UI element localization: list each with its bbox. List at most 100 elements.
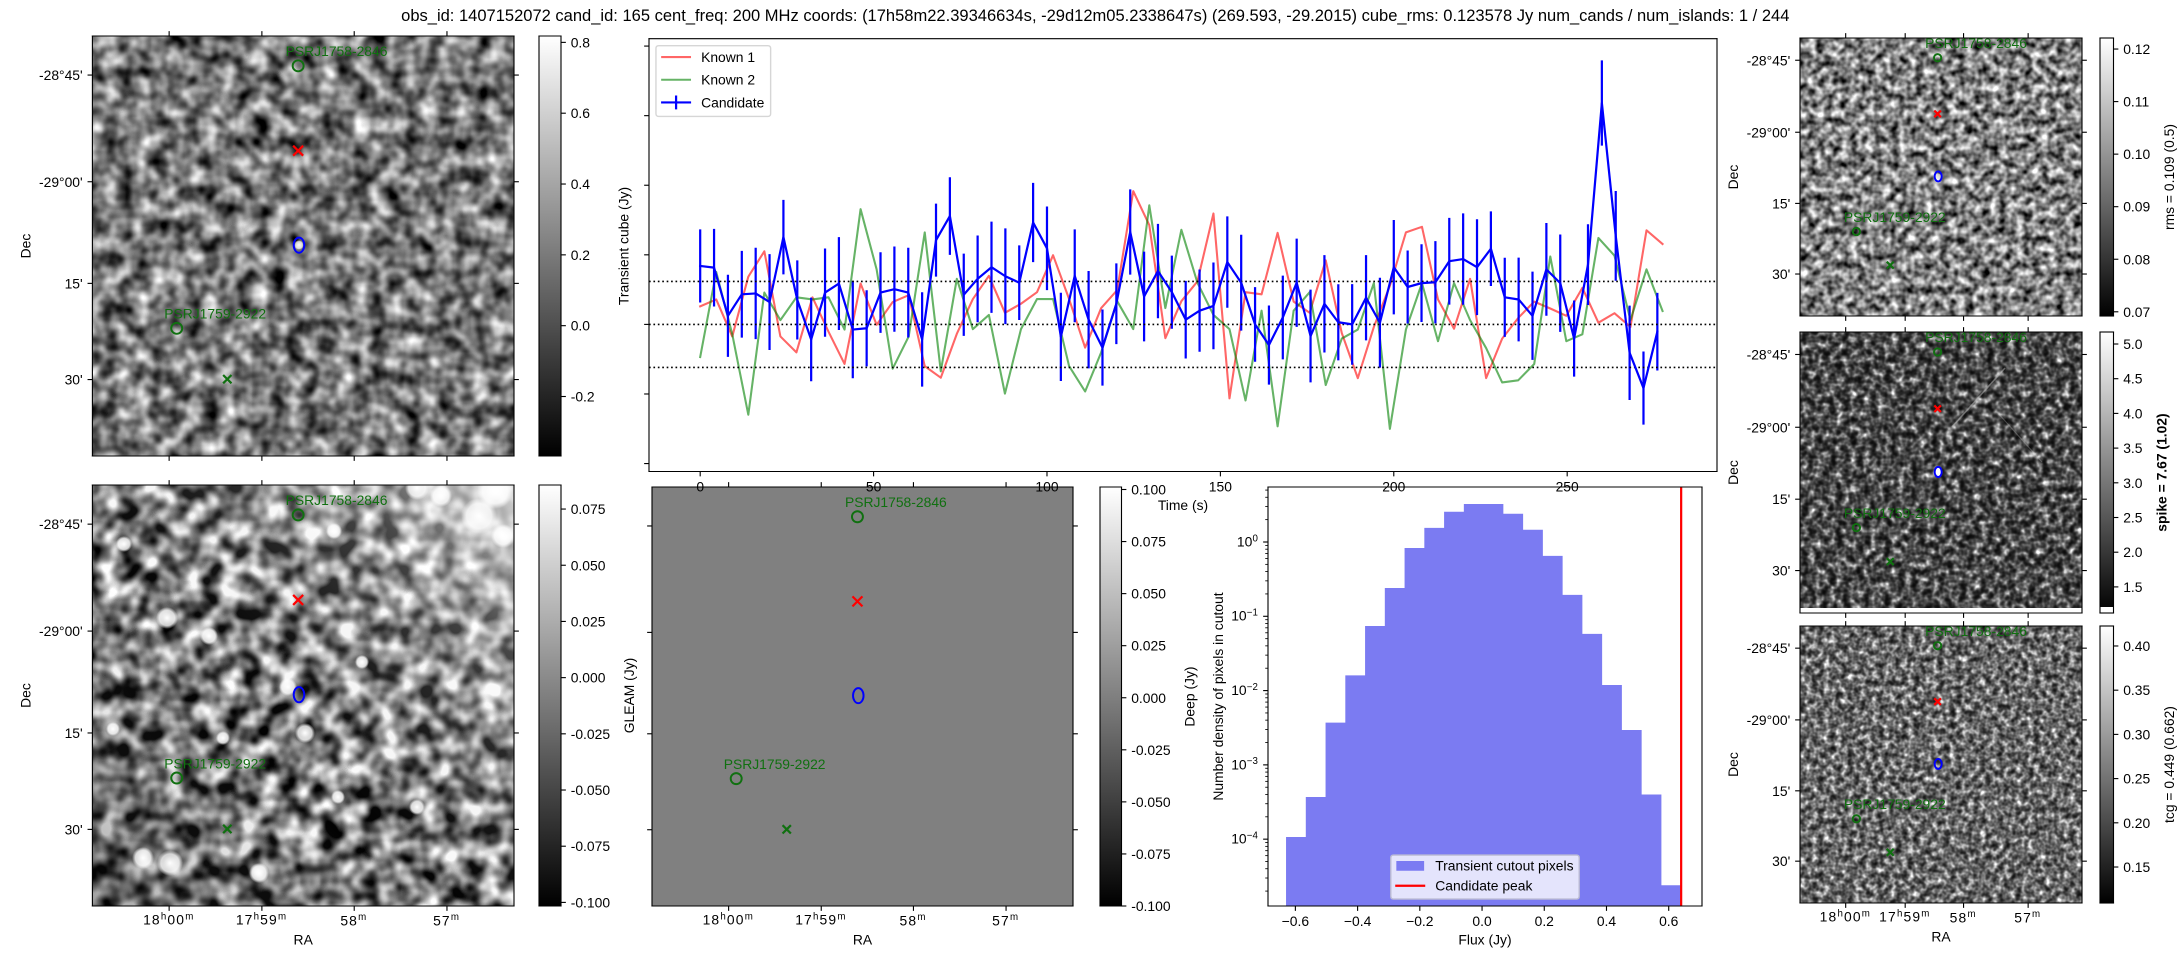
svg-text:0.4: 0.4 <box>1597 913 1617 929</box>
svg-text:0.2: 0.2 <box>571 247 591 263</box>
svg-text:PSRJ1759-2922: PSRJ1759-2922 <box>724 756 826 772</box>
svg-text:5 8 m: 5 8 m <box>340 905 366 930</box>
svg-text:PSRJ1758-2846: PSRJ1758-2846 <box>1925 623 2027 639</box>
svg-text:Number density of pixels in cu: Number density of pixels in cutout <box>1210 592 1226 800</box>
svg-text:0.0: 0.0 <box>571 318 591 334</box>
svg-text:Time (s): Time (s) <box>1158 497 1208 513</box>
svg-text:-29°00': -29°00' <box>1747 419 1791 435</box>
svg-text:RA: RA <box>1931 928 1951 944</box>
svg-text:-28°45': -28°45' <box>39 67 83 83</box>
svg-text:2.0: 2.0 <box>2123 544 2143 560</box>
svg-text:Deep (Jy): Deep (Jy) <box>1182 666 1198 726</box>
svg-text:-29°00': -29°00' <box>1747 712 1791 728</box>
svg-text:−0.6: −0.6 <box>1282 913 1310 929</box>
svg-text:RA: RA <box>853 931 873 947</box>
svg-text:GLEAM (Jy): GLEAM (Jy) <box>621 658 637 734</box>
svg-text:spike = 7.67 (1.02): spike = 7.67 (1.02) <box>2153 413 2169 531</box>
svg-text:PSRJ1758-2846: PSRJ1758-2846 <box>1925 35 2027 51</box>
svg-text:2.5: 2.5 <box>2123 510 2143 526</box>
svg-text:PSRJ1759-2922: PSRJ1759-2922 <box>1844 505 1946 521</box>
svg-text:1.5: 1.5 <box>2123 579 2143 595</box>
svg-text:Known 1: Known 1 <box>701 49 755 65</box>
svg-text:1 8 0: 1 8 0 0 h m <box>143 899 193 929</box>
svg-text:Flux (Jy): Flux (Jy) <box>1458 931 1511 947</box>
svg-text:rms = 0.109 (0.5): rms = 0.109 (0.5) <box>2161 124 2177 230</box>
svg-text:1 8 0: 1 8 0 0 h m <box>1820 896 1870 926</box>
svg-text:3.0: 3.0 <box>2123 475 2143 491</box>
svg-text:5 8 m: 5 8 m <box>900 905 926 930</box>
svg-text:1 7 5: 1 7 5 9 h m <box>236 899 286 929</box>
svg-text:Transient cube (Jy): Transient cube (Jy) <box>615 187 631 305</box>
svg-text:5.0: 5.0 <box>2123 336 2143 352</box>
svg-text:3.5: 3.5 <box>2123 440 2143 456</box>
svg-text:250: 250 <box>1556 478 1579 494</box>
svg-text:0.20: 0.20 <box>2123 815 2150 831</box>
svg-text:obs_id: 1407152072 cand_id: 16: obs_id: 1407152072 cand_id: 165 cent_fre… <box>401 6 1789 25</box>
svg-text:0.30: 0.30 <box>2123 726 2150 742</box>
svg-text:30': 30' <box>1772 853 1790 869</box>
svg-text:50: 50 <box>866 478 882 494</box>
svg-text:0.4: 0.4 <box>571 176 591 192</box>
svg-text:0.050: 0.050 <box>571 557 606 573</box>
svg-text:-0.025: -0.025 <box>571 726 611 742</box>
svg-text:Candidate peak: Candidate peak <box>1435 878 1532 894</box>
svg-text:5 7 m: 5 7 m <box>992 905 1018 930</box>
svg-text:0.100: 0.100 <box>1131 482 1166 498</box>
svg-text:0.000: 0.000 <box>571 670 606 686</box>
svg-text:-0.100: -0.100 <box>1131 898 1171 914</box>
svg-text:-29°00': -29°00' <box>39 174 83 190</box>
svg-text:Dec: Dec <box>1725 460 1741 485</box>
svg-text:-0.075: -0.075 <box>1131 846 1171 862</box>
svg-text:-0.050: -0.050 <box>571 782 611 798</box>
svg-text:0.2: 0.2 <box>1535 913 1555 929</box>
svg-text:5 8 m: 5 8 m <box>1950 902 1976 927</box>
svg-text:-0.025: -0.025 <box>1131 742 1171 758</box>
svg-text:15': 15' <box>1772 491 1790 507</box>
svg-text:1 0 −: 1 0 − 2 <box>1231 670 1258 700</box>
svg-text:Dec: Dec <box>18 234 34 259</box>
svg-text:0.09: 0.09 <box>2123 199 2150 215</box>
svg-text:0.08: 0.08 <box>2123 251 2150 267</box>
svg-text:-0.050: -0.050 <box>1131 794 1171 810</box>
svg-text:0.10: 0.10 <box>2123 146 2150 162</box>
svg-text:Transient cutout pixels: Transient cutout pixels <box>1435 858 1573 874</box>
svg-text:4.5: 4.5 <box>2123 371 2143 387</box>
svg-text:-0.2: -0.2 <box>571 389 595 405</box>
svg-text:−0.2: −0.2 <box>1406 913 1434 929</box>
svg-text:RA: RA <box>294 931 314 947</box>
svg-text:1 0 −: 1 0 − 4 <box>1231 818 1258 848</box>
svg-text:0.11: 0.11 <box>2123 94 2149 110</box>
svg-text:tcg = 0.449 (0.662): tcg = 0.449 (0.662) <box>2161 706 2177 823</box>
svg-text:Dec: Dec <box>1725 165 1741 190</box>
svg-text:0.07: 0.07 <box>2123 304 2150 320</box>
svg-text:-28°45': -28°45' <box>1747 52 1791 68</box>
svg-text:0.0: 0.0 <box>1472 913 1492 929</box>
svg-text:Dec: Dec <box>18 683 34 708</box>
svg-text:1 7 5: 1 7 5 9 h m <box>795 899 845 929</box>
svg-text:0.025: 0.025 <box>571 613 606 629</box>
svg-text:PSRJ1758-2846: PSRJ1758-2846 <box>286 43 388 59</box>
svg-text:0.000: 0.000 <box>1131 690 1166 706</box>
svg-text:PSRJ1758-2846: PSRJ1758-2846 <box>286 492 388 508</box>
svg-text:0.6: 0.6 <box>1659 913 1679 929</box>
svg-text:0.050: 0.050 <box>1131 586 1166 602</box>
svg-text:15': 15' <box>65 725 83 741</box>
svg-text:Candidate: Candidate <box>701 94 765 110</box>
svg-text:0: 0 <box>696 478 704 494</box>
svg-text:5 7 m: 5 7 m <box>2014 902 2040 927</box>
svg-text:-0.075: -0.075 <box>571 838 611 854</box>
svg-text:1 7 5: 1 7 5 9 h m <box>1879 896 1929 926</box>
svg-text:1 8 0: 1 8 0 0 h m <box>703 899 753 929</box>
svg-text:30': 30' <box>65 821 83 837</box>
svg-text:0.075: 0.075 <box>1131 534 1166 550</box>
svg-text:1 0 −: 1 0 − 3 <box>1231 744 1258 774</box>
svg-text:-0.100: -0.100 <box>571 894 611 910</box>
svg-text:1 0 0: 1 0 0 <box>1237 526 1259 551</box>
svg-text:15': 15' <box>65 275 83 291</box>
svg-text:0.6: 0.6 <box>571 105 591 121</box>
svg-text:-28°45': -28°45' <box>1747 640 1791 656</box>
svg-text:-28°45': -28°45' <box>39 516 83 532</box>
svg-text:1 0 −: 1 0 − 1 <box>1231 596 1258 626</box>
svg-text:Known 2: Known 2 <box>701 72 755 88</box>
svg-text:Dec: Dec <box>1725 752 1741 777</box>
